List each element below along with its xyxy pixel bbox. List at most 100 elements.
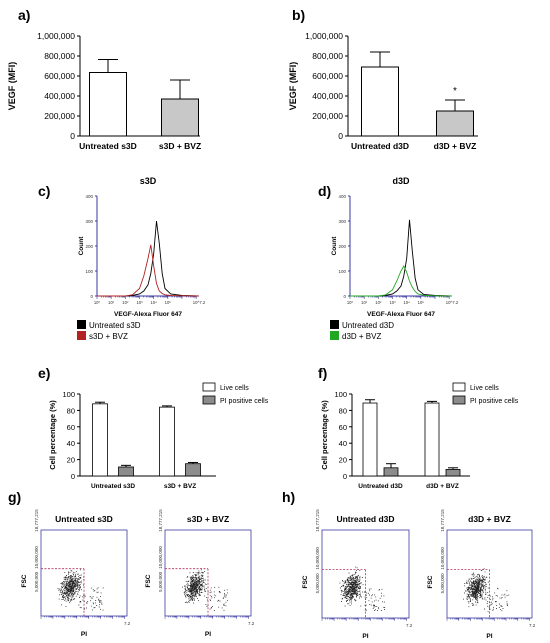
x-axis-label: PI	[205, 631, 211, 638]
y-tick-label: 80	[339, 406, 347, 415]
x-tick-label: 7.2	[406, 623, 413, 628]
y-tick-label: 20	[67, 456, 75, 465]
legend-swatch	[452, 395, 466, 405]
y-tick-label: 40	[67, 439, 75, 448]
y-tick-label: 400,000	[312, 91, 343, 101]
y-tick-label: 800,000	[44, 51, 75, 61]
x-tick-label: 10⁵	[418, 300, 425, 305]
x-tick-label: 10⁴	[403, 300, 410, 305]
legend-label: PI positive cells	[470, 398, 519, 405]
significance-annotation: *	[453, 86, 457, 97]
bar	[436, 110, 474, 137]
x-tick-label: Untreated s3D	[79, 141, 137, 151]
x-tick-label: 7.2	[248, 621, 255, 626]
y-tick-label: 5,000,000	[158, 571, 163, 592]
series-line	[350, 265, 453, 297]
plot-title: s3D + BVZ	[187, 514, 229, 524]
bar	[424, 402, 440, 477]
y-axis-label: VEGF (MFI)	[7, 62, 17, 111]
chart-title: d3D	[392, 176, 410, 186]
y-axis-label: FSC	[302, 575, 309, 588]
legend-label: Untreated d3D	[342, 321, 394, 330]
chart-title: s3D	[140, 176, 157, 186]
y-tick-label: 200,000	[312, 111, 343, 121]
legend-swatch	[202, 382, 216, 392]
x-tick-label: 10³	[136, 300, 143, 305]
y-tick-label: 5,000,000	[315, 573, 320, 594]
series-line	[350, 219, 453, 297]
panel-letter-f: f)	[318, 365, 327, 381]
x-tick-label: 10⁰	[347, 300, 354, 305]
chart-c: s3D 0 100 200 300 400 10⁰ 10¹ 10² 10³ 10⁴ 10⁵ 10^7.2…	[77, 176, 206, 341]
y-tick-label: 20	[339, 456, 347, 465]
y-tick-label: 60	[339, 423, 347, 432]
y-tick-label: 400	[85, 194, 93, 199]
y-tick-label: 80	[67, 406, 75, 415]
panel-letter-h: h)	[282, 489, 295, 505]
y-tick-label: 200,000	[44, 111, 75, 121]
x-tick-label: 10^7.2	[446, 300, 459, 305]
y-tick-label: 1,000,000	[37, 31, 75, 41]
y-tick-label: 600,000	[44, 71, 75, 81]
x-axis-label: PI	[486, 633, 492, 640]
x-tick-label: 10⁰	[94, 300, 101, 305]
x-tick-label: 10²	[375, 300, 382, 305]
y-tick-label: 0	[70, 131, 75, 141]
x-tick-label: 7.2	[124, 621, 131, 626]
x-tick-label: Untreated d3D	[351, 141, 409, 151]
y-tick-label: 400	[338, 194, 346, 199]
x-axis-label: VEGF-Alexa Fluor 647	[114, 311, 182, 318]
x-tick-label: d3D + BVZ	[434, 141, 477, 151]
x-tick-label: 10⁵	[165, 300, 172, 305]
y-tick-label: 10,000,000	[34, 546, 39, 569]
x-tick-label: 10¹	[108, 300, 115, 305]
event-dots	[339, 566, 386, 611]
y-tick-label: 300	[85, 219, 93, 224]
bar	[185, 463, 201, 477]
y-tick-label: 400,000	[44, 91, 75, 101]
y-axis-label: FSC	[427, 575, 434, 588]
legend-label: d3D + BVZ	[342, 332, 381, 341]
y-tick-label: 0	[338, 131, 343, 141]
panel-letter-c: c)	[38, 183, 50, 199]
bar	[118, 466, 134, 477]
x-tick-label: Untreated s3D	[91, 483, 135, 490]
series-line	[97, 244, 200, 297]
legend-swatch	[330, 331, 339, 340]
legend-swatch	[77, 331, 86, 340]
x-axis-label: VEGF-Alexa Fluor 647	[367, 311, 435, 318]
y-axis-label: VEGF (MFI)	[288, 62, 298, 111]
x-axis-label: PI	[362, 633, 368, 640]
bar	[361, 66, 399, 137]
x-tick-label: 10²	[122, 300, 129, 305]
x-tick-label: 10¹	[361, 300, 368, 305]
panel-letter-d: d)	[318, 183, 331, 199]
y-tick-label: 0	[90, 294, 93, 299]
event-dots	[57, 569, 104, 611]
x-axis-label: PI	[81, 631, 87, 638]
y-tick-label: 10,000,000	[315, 547, 320, 570]
x-tick-label: d3D + BVZ	[426, 483, 459, 490]
legend-label: Live cells	[470, 385, 499, 392]
event-dots	[182, 569, 228, 611]
x-tick-label: 7.2	[529, 623, 536, 628]
y-tick-label: 0	[343, 472, 347, 481]
dot-plot-s3d-bvz: s3D + BVZ 18,777,215 10,000,000 5,000,000 7.…	[145, 509, 255, 638]
legend-label: Live cells	[220, 385, 249, 392]
x-tick-label: 10³	[389, 300, 396, 305]
y-tick-label: 600,000	[312, 71, 343, 81]
y-tick-label: 5,000,000	[34, 571, 39, 592]
plot-title: Untreated d3D	[336, 514, 394, 524]
legend-label: s3D + BVZ	[89, 332, 128, 341]
y-axis-label: FSC	[145, 574, 152, 587]
y-tick-label: 40	[339, 439, 347, 448]
x-tick-label: s3D + BVZ	[164, 483, 196, 490]
y-tick-label: 100	[85, 269, 93, 274]
y-tick-label: 1,000,000	[305, 31, 343, 41]
legend-swatch	[452, 382, 466, 392]
bar	[161, 98, 199, 137]
chart-a: 0 200,000 400,000 600,000 800,000 1,000,000 VE…	[7, 31, 201, 151]
legend-swatch	[330, 320, 339, 329]
x-tick-label: Untreated d3D	[358, 483, 403, 490]
